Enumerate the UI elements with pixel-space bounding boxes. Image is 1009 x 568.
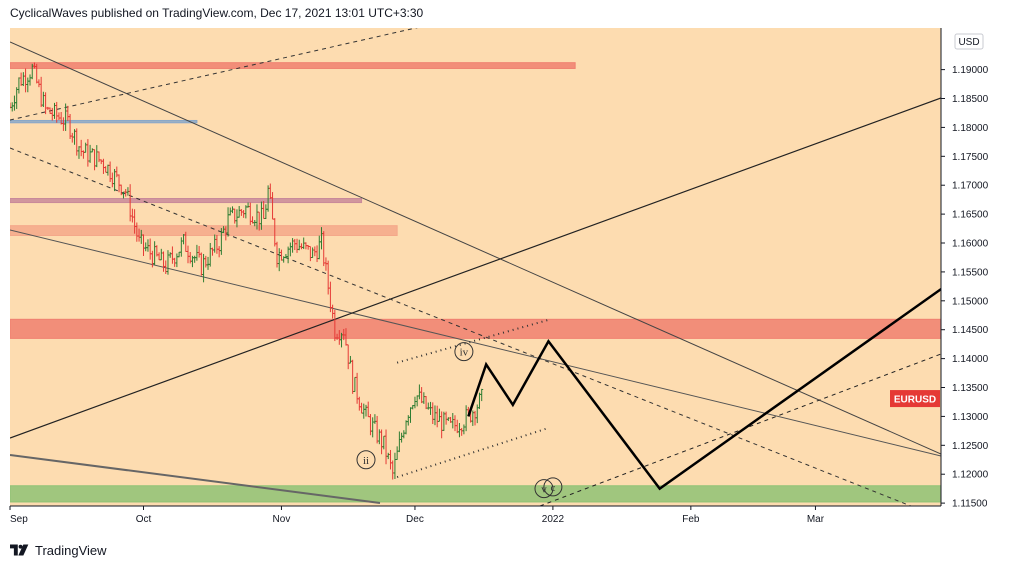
price-tick-label-6: 1.16000 (952, 239, 989, 250)
wave-label-0: ii (356, 450, 376, 470)
price-tick-label-15: 1.11500 (952, 499, 988, 510)
wave-label-circle-0 (356, 450, 376, 470)
price-tick-label-4: 1.17000 (952, 181, 989, 192)
trend-line-3 (10, 28, 418, 121)
price-tick-label-5: 1.16500 (952, 210, 989, 221)
price-zone-3 (10, 225, 398, 236)
price-zone-1 (10, 119, 198, 124)
trend-line-6 (10, 454, 381, 504)
time-tick-label-3: Dec (406, 514, 424, 525)
footer: TradingView (10, 541, 107, 559)
time-tick-label-6: Mar (807, 514, 825, 525)
currency-label-box (954, 33, 984, 50)
price-tick-label-12: 1.13000 (952, 412, 989, 423)
time-tick-label-2: Nov (273, 514, 291, 525)
time-tick-label-1: Oct (136, 514, 152, 525)
tradingview-logo-icon (10, 544, 29, 556)
price-tick-label-14: 1.12000 (952, 470, 989, 481)
price-tick-label-11: 1.13500 (952, 383, 989, 394)
wave-label-1: iv (454, 342, 474, 362)
time-axis: Sep Oct Nov Dec 2022 Feb Mar (9, 506, 825, 525)
tradingview-brand: TradingView (35, 542, 107, 558)
publisher-attribution: CyclicalWaves published on TradingView.c… (10, 6, 424, 20)
price-zone-4 (10, 318, 941, 339)
wave-label-circle-1 (454, 342, 474, 362)
time-tick-label-4: 2022 (542, 514, 565, 525)
price-zone-5 (10, 485, 941, 503)
price-tick-label-10: 1.14000 (952, 354, 989, 365)
trend-line-0 (10, 41, 941, 455)
time-tick-label-0: Sep (10, 514, 28, 525)
price-tick-label-0: 1.19000 (952, 65, 989, 76)
symbol-badge-text: EURUSD (894, 395, 936, 406)
trend-line-1 (10, 229, 941, 457)
currency-label: USD (958, 37, 979, 48)
trend-line-2 (10, 97, 941, 439)
price-tick-label-9: 1.14500 (952, 325, 989, 336)
wave-label-text-3: c (550, 482, 555, 494)
price-tick-label-2: 1.18000 (952, 123, 989, 134)
wave-label-text-1: iv (460, 347, 469, 359)
price-axis: 1.19000 1.18500 1.18000 1.17500 1.17000 1.165… (941, 65, 989, 510)
projection-path (467, 287, 941, 491)
price-tick-label-1: 1.18500 (952, 94, 989, 105)
wave-label-3: c (543, 477, 563, 497)
wave-label-circle-3 (543, 477, 563, 497)
plot-background (10, 28, 941, 506)
price-tick-label-8: 1.15000 (952, 296, 989, 307)
time-tick-label-5: Feb (682, 514, 700, 525)
price-tick-label-3: 1.17500 (952, 152, 989, 163)
wave-label-circle-2 (534, 479, 554, 499)
price-zone-2 (10, 198, 363, 204)
wave-label-text-0: ii (363, 455, 369, 467)
price-axis-background (941, 28, 999, 506)
price-tick-label-13: 1.12500 (952, 441, 989, 452)
price-tick-label-7: 1.15500 (952, 267, 989, 278)
trend-line-4 (10, 147, 913, 506)
price-zone-0 (10, 62, 576, 69)
symbol-badge (890, 390, 940, 408)
